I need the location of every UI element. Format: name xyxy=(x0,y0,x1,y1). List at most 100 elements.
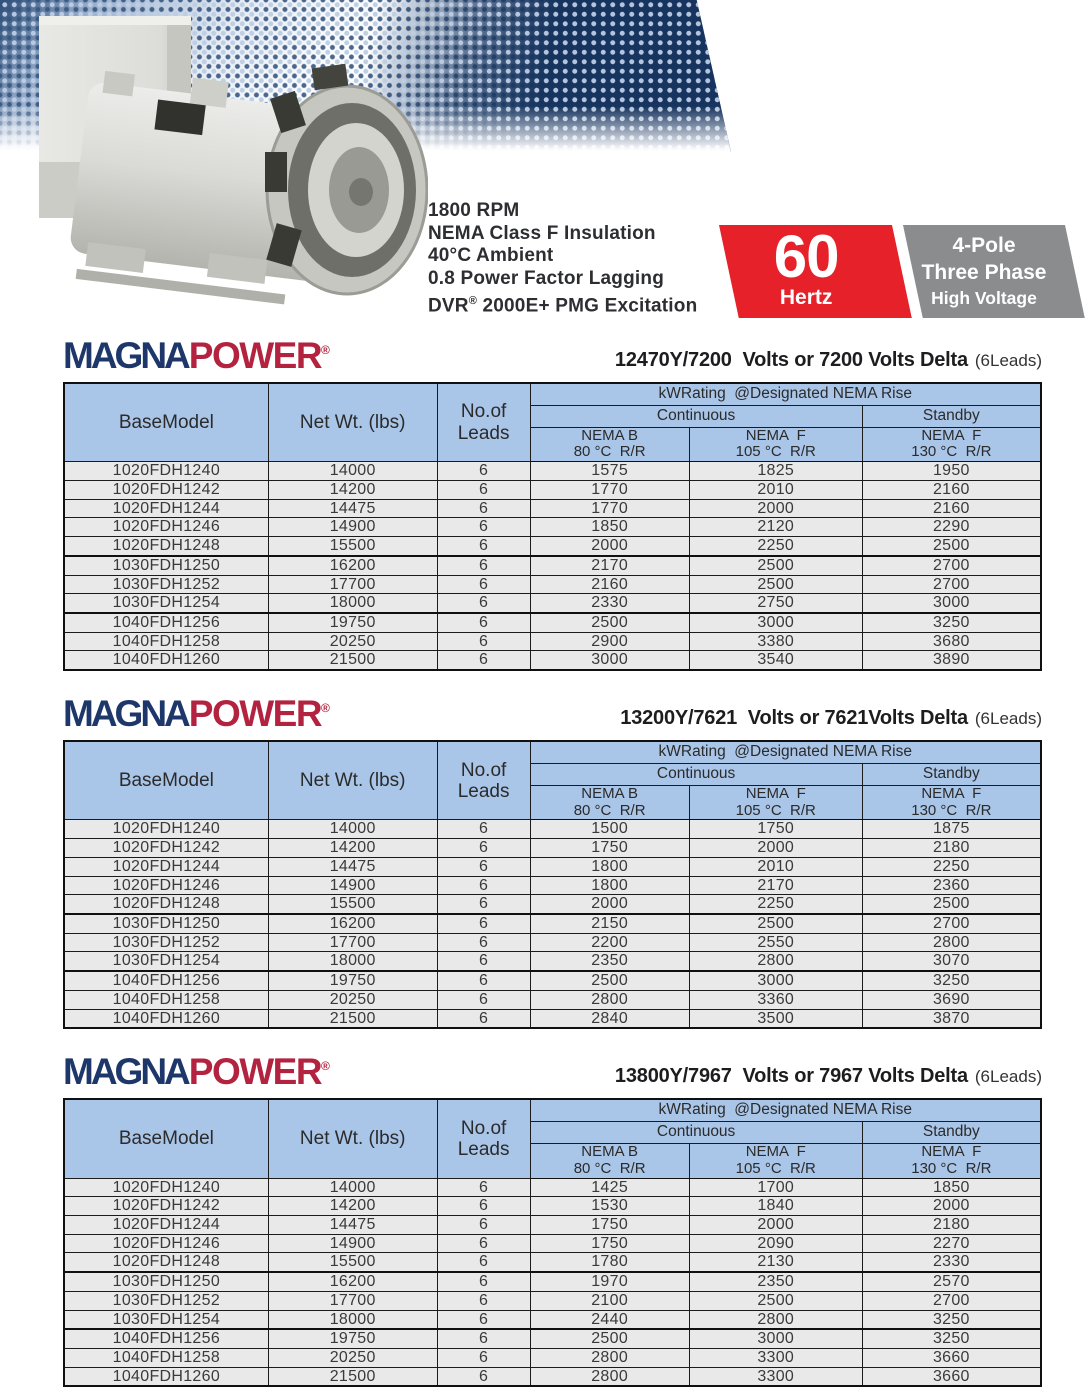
cell-kw-nema-b-80: 2500 xyxy=(529,970,690,991)
cell-leads: 6 xyxy=(436,631,531,652)
cell-kw-nema-b-80: 1780 xyxy=(529,1252,690,1274)
cell-net-wt: 19750 xyxy=(267,612,438,633)
cell-leads: 6 xyxy=(436,536,531,557)
cell-net-wt: 14200 xyxy=(267,1196,438,1216)
cell-base-model: 1040FDH1258 xyxy=(63,631,269,652)
cell-kw-nema-f-130: 3250 xyxy=(861,1309,1042,1331)
column-header-net-wt: Net Wt. (lbs) xyxy=(267,740,438,821)
cell-kw-nema-f-105: 2550 xyxy=(688,932,863,953)
cell-net-wt: 14475 xyxy=(267,856,438,877)
hertz-value: 60 xyxy=(773,223,839,290)
column-header-standby: Standby xyxy=(861,404,1042,428)
cell-kw-nema-f-130: 2500 xyxy=(861,536,1042,557)
spec-line-ambient: 40°C Ambient xyxy=(428,245,554,267)
cell-leads: 6 xyxy=(436,1196,531,1216)
cell-leads: 6 xyxy=(436,650,531,671)
cell-net-wt: 21500 xyxy=(267,650,438,671)
table-title: 12470Y/7200 Volts or 7200 Volts Delta (6L… xyxy=(615,349,1042,374)
column-header-leads: No.of Leads xyxy=(436,1098,531,1179)
column-header-nema-f-105: NEMA F 105 °C R/R xyxy=(688,426,863,463)
magnapower-logo: MAGNAPOWER® xyxy=(63,1053,330,1090)
column-header-leads: No.of Leads xyxy=(436,382,531,463)
cell-base-model: 1040FDH1256 xyxy=(63,612,269,633)
table-title-voltage: 13200Y/7621 Volts or 7621Volts Delta xyxy=(620,707,968,730)
cell-net-wt: 17700 xyxy=(267,932,438,953)
table-title-leads-note: (6Leads) xyxy=(974,1067,1042,1087)
cell-kw-nema-f-105: 1840 xyxy=(688,1196,863,1216)
cell-kw-nema-f-105: 2350 xyxy=(688,1271,863,1292)
column-header-nema-f-130: NEMA F 130 °C R/R xyxy=(861,426,1042,463)
cell-kw-nema-b-80: 1800 xyxy=(529,856,690,877)
cell-kw-nema-f-105: 2500 xyxy=(688,913,863,934)
rating-table: BaseModel Net Wt. (lbs) No.of Leads kWRatin… xyxy=(63,740,1042,1030)
cell-kw-nema-b-80: 1750 xyxy=(529,1215,690,1235)
table-row: 1020FDH1242 14200 6 1770 2010 2160 xyxy=(63,480,1042,500)
cell-net-wt: 20250 xyxy=(267,1347,438,1368)
cell-kw-nema-f-105: 1700 xyxy=(688,1177,863,1198)
table-title: 13200Y/7621 Volts or 7621Volts Delta (6Le… xyxy=(620,707,1042,732)
cell-net-wt: 18000 xyxy=(267,951,438,973)
column-header-nema-f-130: NEMA F 130 °C R/R xyxy=(861,1142,1042,1179)
logo-text-magna: MAGNA xyxy=(63,335,191,376)
cell-kw-nema-b-80: 2800 xyxy=(529,989,690,1010)
column-header-base-model: BaseModel xyxy=(63,1098,269,1179)
cell-kw-nema-f-130: 3690 xyxy=(861,989,1042,1010)
hertz-badge-content: 60 Hertz xyxy=(720,223,893,321)
registered-mark: ® xyxy=(468,295,478,308)
cell-base-model: 1030FDH1250 xyxy=(63,913,269,934)
cell-kw-nema-b-80: 2000 xyxy=(529,894,690,916)
cell-base-model: 1030FDH1254 xyxy=(63,951,269,973)
table-row: 1020FDH1246 14900 6 1750 2090 2270 xyxy=(63,1233,1042,1254)
cell-net-wt: 19750 xyxy=(267,970,438,991)
cell-kw-nema-f-105: 2130 xyxy=(688,1252,863,1274)
cell-leads: 6 xyxy=(436,498,531,519)
table-row: 1030FDH1250 16200 6 1970 2350 2570 xyxy=(63,1271,1042,1292)
cell-base-model: 1040FDH1256 xyxy=(63,970,269,991)
table-row: 1030FDH1252 17700 6 2200 2550 2800 xyxy=(63,932,1042,953)
column-header-nema-f-130: NEMA F 130 °C R/R xyxy=(861,784,1042,821)
cell-net-wt: 16200 xyxy=(267,1271,438,1292)
cell-kw-nema-f-130: 3660 xyxy=(861,1366,1042,1387)
product-table-section: MAGNAPOWER® 13800Y/7967 Volts or 7967 Vol… xyxy=(63,1048,1042,1387)
cell-kw-nema-f-130: 2330 xyxy=(861,1252,1042,1274)
cell-leads: 6 xyxy=(436,1328,531,1349)
column-header-base-model: BaseModel xyxy=(63,382,269,463)
cell-kw-nema-b-80: 1425 xyxy=(529,1177,690,1198)
cell-leads: 6 xyxy=(436,612,531,633)
column-header-kw-rating: kWRating @Designated NEMA Rise xyxy=(529,382,1042,406)
cell-net-wt: 14475 xyxy=(267,1215,438,1235)
table-row: 1020FDH1242 14200 6 1530 1840 2000 xyxy=(63,1196,1042,1216)
cell-kw-nema-f-105: 2800 xyxy=(688,1309,863,1331)
logo-text-power: POWER xyxy=(188,1051,323,1093)
cell-kw-nema-f-105: 3380 xyxy=(688,631,863,652)
generator-photo xyxy=(39,16,428,305)
cell-base-model: 1020FDH1242 xyxy=(63,480,269,500)
table-row: 1020FDH1248 15500 6 2000 2250 2500 xyxy=(63,894,1042,916)
table-row: 1020FDH1244 14475 6 1750 2000 2180 xyxy=(63,1215,1042,1235)
column-header-base-model: BaseModel xyxy=(63,740,269,821)
cell-kw-nema-b-80: 2800 xyxy=(529,1366,690,1387)
hertz-unit: Hertz xyxy=(779,286,833,309)
table-row: 1040FDH1256 19750 6 2500 3000 3250 xyxy=(63,1328,1042,1349)
spec-line-excitation: DVR® 2000E+ PMG Excitation xyxy=(428,290,697,318)
cell-base-model: 1020FDH1244 xyxy=(63,856,269,877)
column-header-kw-rating: kWRating @Designated NEMA Rise xyxy=(529,740,1042,764)
cell-base-model: 1030FDH1252 xyxy=(63,574,269,595)
cell-kw-nema-f-105: 2500 xyxy=(688,574,863,595)
logo-registered-mark: ® xyxy=(321,1059,330,1074)
cell-leads: 6 xyxy=(436,1290,531,1311)
cell-kw-nema-f-130: 3000 xyxy=(861,593,1042,615)
table-row: 1030FDH1254 18000 6 2330 2750 3000 xyxy=(63,593,1042,615)
table-row: 1020FDH1240 14000 6 1500 1750 1875 xyxy=(63,819,1042,840)
cell-kw-nema-b-80: 2000 xyxy=(529,536,690,557)
cell-kw-nema-f-130: 2360 xyxy=(861,875,1042,896)
cell-kw-nema-b-80: 2100 xyxy=(529,1290,690,1311)
rating-table: BaseModel Net Wt. (lbs) No.of Leads kWRatin… xyxy=(63,382,1042,672)
cell-base-model: 1020FDH1246 xyxy=(63,1233,269,1254)
cell-kw-nema-f-130: 2700 xyxy=(861,1290,1042,1311)
cell-leads: 6 xyxy=(436,838,531,858)
cell-kw-nema-f-105: 2000 xyxy=(688,838,863,858)
cell-kw-nema-b-80: 2200 xyxy=(529,932,690,953)
table-row: 1020FDH1246 14900 6 1800 2170 2360 xyxy=(63,875,1042,896)
cell-kw-nema-f-130: 1875 xyxy=(861,819,1042,840)
